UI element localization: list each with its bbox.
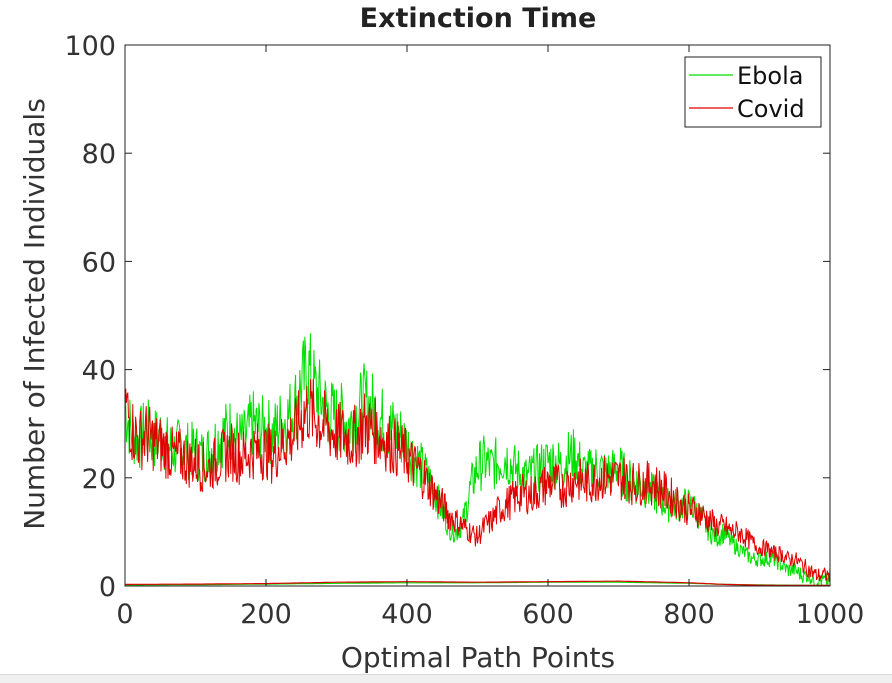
y-tick-label: 20: [82, 464, 116, 495]
x-tick-label: 200: [240, 599, 292, 630]
chart-title: Extinction Time: [360, 3, 597, 34]
x-tick-label: 1000: [796, 599, 865, 630]
axes: 0 200 400 600 800 1000 0 20 40 60 80 100: [64, 31, 864, 630]
y-tick-label: 100: [64, 31, 116, 62]
legend-label-covid: Covid: [737, 95, 805, 123]
baseline-series-line: [125, 580, 830, 586]
axes-box: [124, 44, 831, 587]
y-tick-label: 40: [82, 356, 116, 387]
plot-area: [125, 333, 830, 586]
y-tick-label: 80: [82, 139, 116, 170]
covid-series-line: [125, 378, 830, 582]
x-tick-label: 0: [116, 599, 133, 630]
y-axis-label: Number of Infected Individuals: [18, 98, 51, 530]
legend-label-ebola: Ebola: [737, 62, 803, 90]
ebola-series-line: [125, 333, 830, 586]
legend: Ebola Covid: [684, 56, 822, 128]
y-tick-label: 0: [99, 572, 116, 603]
x-axis-label: Optimal Path Points: [341, 641, 615, 674]
status-strip: [0, 674, 892, 683]
y-tick-label: 60: [82, 247, 116, 278]
x-tick-label: 600: [522, 599, 574, 630]
x-tick-label: 400: [381, 599, 433, 630]
legend-box: [684, 56, 822, 128]
x-tick-label: 800: [663, 599, 715, 630]
